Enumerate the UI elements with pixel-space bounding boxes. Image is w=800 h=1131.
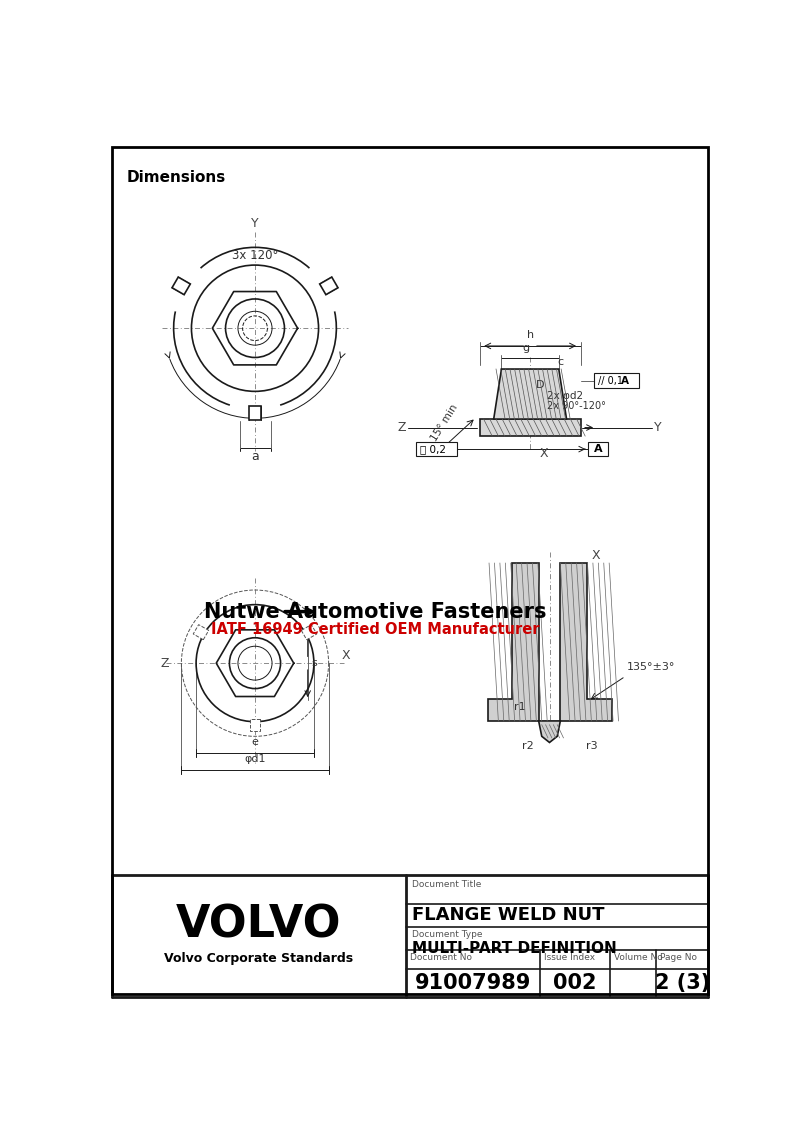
Text: 15° min: 15° min (430, 403, 460, 443)
Text: Nutwe Automotive Fasteners: Nutwe Automotive Fasteners (204, 602, 546, 622)
Text: Document No: Document No (410, 952, 472, 961)
Text: D: D (536, 380, 545, 390)
Text: 91007989: 91007989 (415, 973, 531, 993)
Text: 135°±3°: 135°±3° (627, 663, 675, 673)
Polygon shape (302, 624, 317, 640)
Text: r1: r1 (514, 702, 526, 713)
Bar (594, 373, 639, 388)
Polygon shape (250, 719, 261, 731)
Text: // 0,1: // 0,1 (598, 375, 622, 386)
Text: Y: Y (251, 217, 259, 231)
Text: Document Title: Document Title (412, 880, 482, 889)
Text: 2 (3): 2 (3) (654, 973, 710, 993)
Text: Issue Index: Issue Index (544, 952, 595, 961)
Polygon shape (487, 563, 538, 720)
Polygon shape (172, 277, 190, 295)
Text: X: X (342, 649, 350, 662)
Bar (416, 442, 457, 456)
Text: Dimensions: Dimensions (127, 171, 226, 185)
Text: VOLVO: VOLVO (176, 904, 342, 947)
Text: Page No: Page No (660, 952, 698, 961)
Polygon shape (194, 624, 209, 640)
Text: h: h (526, 330, 534, 339)
Text: a: a (251, 450, 259, 464)
Text: 2x 90°-120°: 2x 90°-120° (547, 400, 606, 411)
Text: g: g (522, 343, 530, 353)
Text: IATF 16949 Certified OEM Manufacturer: IATF 16949 Certified OEM Manufacturer (211, 622, 539, 637)
Text: X: X (540, 447, 548, 460)
Polygon shape (560, 563, 611, 720)
Polygon shape (480, 420, 581, 437)
Text: Document Type: Document Type (412, 931, 483, 940)
Text: Z: Z (160, 657, 169, 670)
Text: Y: Y (654, 421, 662, 434)
Text: ⌓ 0,2: ⌓ 0,2 (420, 444, 446, 455)
Polygon shape (538, 720, 560, 742)
Text: 2x φd2: 2x φd2 (547, 390, 583, 400)
Text: s: s (311, 658, 318, 668)
Text: r3: r3 (586, 741, 598, 751)
Text: A: A (594, 444, 602, 455)
Text: φd1: φd1 (244, 754, 266, 765)
Text: r2: r2 (522, 741, 534, 751)
Text: 3x 120°: 3x 120° (232, 249, 278, 261)
Text: FLANGE WELD NUT: FLANGE WELD NUT (412, 906, 605, 924)
Text: Volume No: Volume No (614, 952, 662, 961)
Polygon shape (494, 369, 566, 420)
Text: Volvo Corporate Standards: Volvo Corporate Standards (164, 952, 354, 966)
Bar (588, 442, 608, 456)
Text: X: X (592, 549, 600, 562)
Text: e: e (251, 737, 258, 748)
Text: A: A (622, 375, 630, 386)
Text: MULTI-PART DEFINITION: MULTI-PART DEFINITION (412, 941, 617, 956)
Polygon shape (320, 277, 338, 295)
Text: Z: Z (398, 421, 406, 434)
Text: c: c (558, 356, 563, 366)
Text: 002: 002 (554, 973, 597, 993)
Polygon shape (249, 406, 262, 420)
